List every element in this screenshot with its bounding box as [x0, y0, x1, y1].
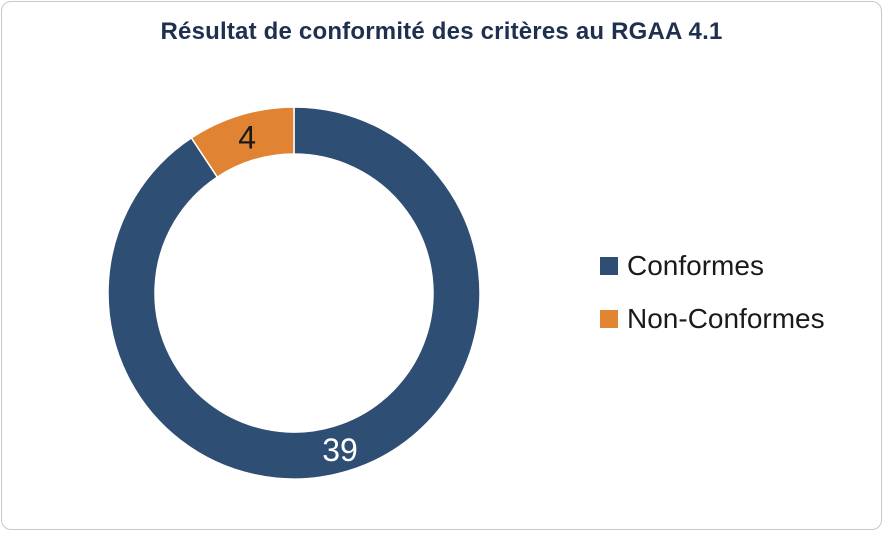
legend-swatch-conformes [600, 257, 618, 275]
donut-slice-conformes [107, 106, 481, 480]
chart-title: Résultat de conformité des critères au R… [160, 18, 723, 45]
legend-swatch-non-conformes [600, 310, 618, 328]
data-label-non-conformes: 4 [238, 119, 256, 155]
legend-label-non-conformes: Non-Conformes [627, 303, 825, 334]
donut-slice-non-conformes [190, 106, 295, 179]
donut-data-labels: 39 4 [238, 119, 358, 468]
legend-item-conformes: Conformes [600, 248, 825, 284]
donut-slices [107, 106, 481, 480]
legend: Conformes Non-Conformes [600, 248, 825, 354]
legend-item-non-conformes: Non-Conformes [600, 301, 825, 337]
data-label-conformes: 39 [322, 432, 358, 468]
legend-label-conformes: Conformes [627, 250, 764, 281]
